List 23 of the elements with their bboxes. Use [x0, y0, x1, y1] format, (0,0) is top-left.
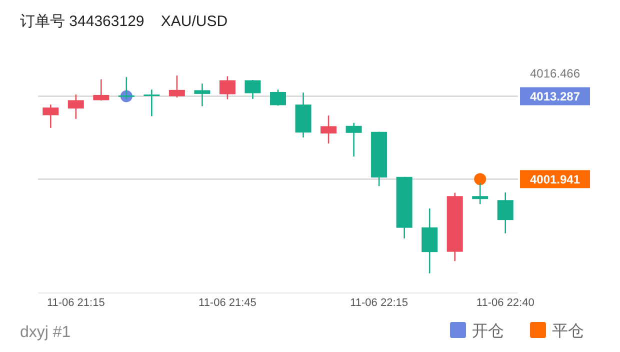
- candlestick: [194, 82, 210, 107]
- text: dxyj #1: [20, 324, 71, 341]
- x-tick-label: 11-06 21:45: [198, 297, 256, 309]
- candlestick: [320, 114, 337, 144]
- chart-title: 订单号 344363129 XAU/USD: [20, 13, 228, 30]
- candlestick: [42, 104, 59, 129]
- x-tick-label: 11-06 22:15: [350, 297, 408, 309]
- candlestick: [93, 78, 110, 102]
- candlestick: [346, 122, 362, 158]
- y-tick-label: 4013.287: [530, 90, 580, 104]
- legend-label: 开仓: [472, 323, 504, 340]
- x-tick-label: 11-06 21:15: [46, 297, 105, 309]
- legend-label: 平仓: [552, 323, 584, 340]
- candlestick: [244, 79, 261, 100]
- y-tick-label: 4001.941: [530, 172, 580, 187]
- y-tick-label: 4016.466: [530, 66, 580, 80]
- candlestick: [144, 88, 160, 117]
- candlestick: [68, 94, 84, 120]
- x-tick-label: 11-06 22:40: [476, 297, 534, 309]
- candlestick: [168, 74, 185, 98]
- candlestick: [219, 76, 236, 100]
- candlestick: [497, 192, 514, 234]
- candlestick: [270, 88, 286, 106]
